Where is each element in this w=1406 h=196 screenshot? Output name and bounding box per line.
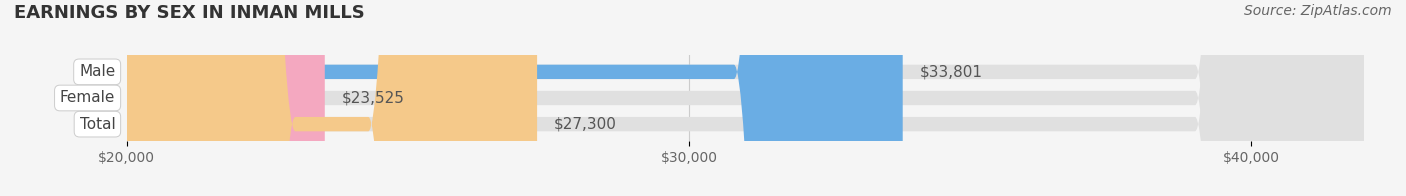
Text: Total: Total <box>80 117 115 132</box>
Text: Female: Female <box>60 91 115 105</box>
FancyBboxPatch shape <box>127 0 1364 196</box>
Text: $33,801: $33,801 <box>920 64 983 79</box>
FancyBboxPatch shape <box>127 0 1364 196</box>
FancyBboxPatch shape <box>127 0 537 196</box>
FancyBboxPatch shape <box>127 0 325 196</box>
FancyBboxPatch shape <box>127 0 1364 196</box>
Text: $23,525: $23,525 <box>342 91 405 105</box>
Text: EARNINGS BY SEX IN INMAN MILLS: EARNINGS BY SEX IN INMAN MILLS <box>14 4 364 22</box>
FancyBboxPatch shape <box>127 0 903 196</box>
Text: $27,300: $27,300 <box>554 117 617 132</box>
Text: Male: Male <box>79 64 115 79</box>
Text: Source: ZipAtlas.com: Source: ZipAtlas.com <box>1244 4 1392 18</box>
